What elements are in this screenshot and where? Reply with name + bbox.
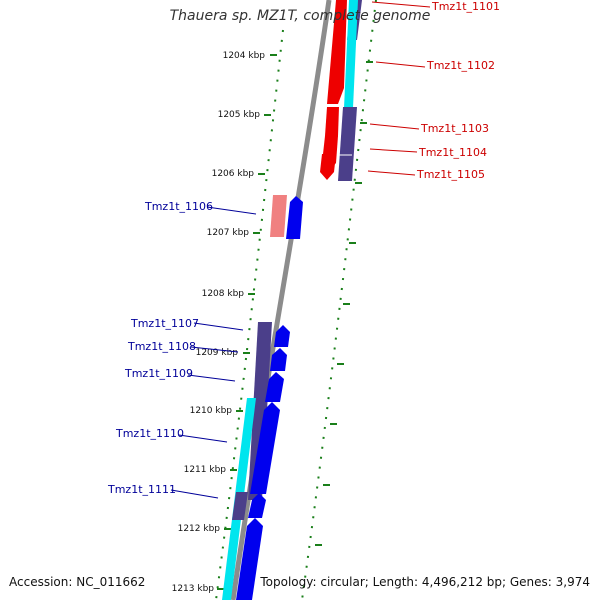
gene-label-tmz1t-1103[interactable]: Tmz1t_1103 [420,122,489,135]
kbp-label: 1212 kbp [178,524,221,534]
gene-label-tmz1t-1105[interactable]: Tmz1t_1105 [416,168,485,181]
label-leader-line [369,123,420,130]
kbp-label: 1207 kbp [207,228,250,238]
label-leader-line [375,61,426,68]
label-leader-line [367,170,416,176]
label-leader-line [369,148,418,153]
kbp-label: 1213 kbp [172,584,215,594]
cds-arrow[interactable] [236,518,263,600]
gene-label-tmz1t-1111[interactable]: Tmz1t_1111 [107,483,176,496]
accession-text: Accession: NC_011662 [9,575,146,589]
cds-arrow[interactable] [250,402,280,494]
label-leader-line [206,206,257,215]
reverse-strand-features [222,322,290,600]
gene-label-tmz1t-1110[interactable]: Tmz1t_1110 [115,427,184,440]
rna-feature[interactable] [344,0,358,108]
outer-ring-tick-marks [315,61,373,546]
gene-label-tmz1t-1102[interactable]: Tmz1t_1102 [426,59,495,72]
kbp-label: 1210 kbp [190,406,233,416]
forward-gene-labels: Tmz1t_1101 Tmz1t_1102 Tmz1t_1103 Tmz1t_1… [367,0,500,181]
cds-arrow[interactable] [286,196,303,239]
gene-label-tmz1t-1104[interactable]: Tmz1t_1104 [418,146,487,159]
gene-label-tmz1t-1109[interactable]: Tmz1t_1109 [124,367,193,380]
gene-label-tmz1t-1108[interactable]: Tmz1t_1108 [127,340,196,353]
kbp-tick-marks [217,54,277,590]
gene-feature[interactable] [338,107,357,181]
kbp-label: 1206 kbp [212,169,255,179]
genome-backbone [230,0,332,600]
label-leader-line [187,374,236,382]
label-leader-line [178,434,228,443]
kbp-label: 1205 kbp [218,110,261,120]
gene-label-tmz1t-1106[interactable]: Tmz1t_1106 [144,200,213,213]
forward-strand-features [320,0,362,181]
cds-arrow[interactable] [320,154,336,180]
cds-arrow[interactable] [248,493,266,518]
label-leader-line [170,489,219,499]
kbp-labels: 1204 kbp 1205 kbp 1206 kbp 1207 kbp 1208… [172,51,266,594]
inner-dotted-ring [215,29,284,600]
gene-label-tmz1t-1107[interactable]: Tmz1t_1107 [130,317,199,330]
kbp-label: 1208 kbp [202,289,245,299]
cds-arrow[interactable] [327,0,347,104]
reverse-gene-labels: Tmz1t_1106 Tmz1t_1107 Tmz1t_1108 Tmz1t_1… [107,200,257,499]
pseudo-feature[interactable] [270,195,287,237]
label-leader-line [193,322,244,331]
label-leader-line [371,1,431,8]
kbp-label: 1209 kbp [196,348,239,358]
cds-arrow[interactable] [270,348,287,371]
label-leader-line [190,346,239,353]
gene-feature[interactable] [248,322,272,500]
gene-label-tmz1t-1101[interactable]: Tmz1t_1101 [431,0,500,13]
genome-summary-text: Topology: circular; Length: 4,496,212 bp… [260,575,590,589]
kbp-label: 1204 kbp [223,51,266,61]
kbp-label: 1211 kbp [184,465,227,475]
cds-arrow[interactable] [274,325,290,347]
cds-arrow[interactable] [265,372,284,402]
gene-feature[interactable] [232,492,248,520]
genome-title: Thauera sp. MZ1T, complete genome [169,8,431,24]
gene-1106-features [270,195,303,239]
